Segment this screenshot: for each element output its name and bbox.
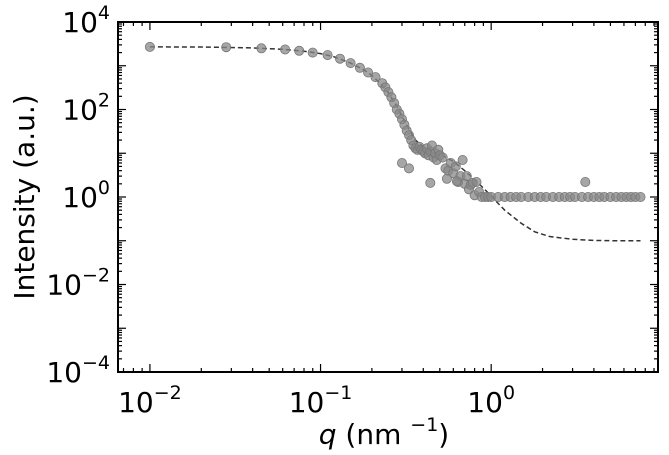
y-tick-base: 10	[46, 356, 82, 389]
x-axis-label-unit: (nm	[337, 418, 411, 451]
x-axis-label-var: q	[319, 418, 337, 451]
y-tick-label: 100	[62, 177, 110, 214]
fit-curve-layer	[149, 46, 641, 242]
x-tick-labels: 10−2 10−1 100	[118, 382, 515, 419]
data-point	[635, 191, 646, 202]
data-point	[441, 173, 452, 184]
y-tick-label: 10−4	[46, 352, 110, 389]
ticks-layer	[118, 21, 658, 373]
data-point	[437, 152, 448, 163]
data-point	[451, 176, 462, 187]
x-tick-exp: 0	[503, 382, 515, 404]
x-tick-exp: −2	[154, 382, 182, 404]
y-tick-exp: −2	[82, 265, 110, 287]
data-point	[363, 67, 374, 78]
data-point	[294, 45, 305, 56]
data-point	[307, 47, 318, 58]
x-tick-label: 10−1	[289, 382, 353, 419]
x-tick-exp: −1	[324, 382, 352, 404]
data-point	[450, 161, 461, 172]
y-tick-exp: 2	[98, 90, 110, 112]
data-point	[461, 171, 472, 182]
y-tick-label: 102	[62, 90, 110, 127]
fit-curve	[149, 46, 641, 242]
y-tick-base: 10	[62, 181, 98, 214]
x-axis-label-exp: −1	[410, 414, 438, 436]
data-point	[256, 43, 267, 54]
data-point	[345, 58, 356, 69]
x-tick-base: 10	[118, 386, 154, 419]
data-points-layer	[144, 41, 646, 202]
x-axis-label-close: )	[438, 418, 449, 451]
y-tick-exp: 0	[98, 177, 110, 199]
data-point	[221, 42, 232, 53]
data-point	[280, 44, 291, 55]
data-point	[471, 176, 482, 187]
data-point	[396, 157, 407, 168]
x-tick-base: 10	[289, 386, 325, 419]
y-tick-label: 10−2	[46, 265, 110, 302]
y-tick-base: 10	[62, 6, 98, 39]
data-point	[580, 176, 591, 187]
y-tick-exp: −4	[82, 352, 110, 374]
data-point	[457, 154, 468, 165]
x-axis-label: q (nm −1)	[319, 414, 449, 451]
x-tick-label: 100	[467, 382, 515, 419]
data-point	[425, 177, 436, 188]
data-point	[403, 163, 414, 174]
y-tick-label: 104	[62, 2, 110, 39]
data-point	[370, 72, 381, 83]
x-tick-label: 10−2	[118, 382, 182, 419]
y-tick-base: 10	[46, 269, 82, 302]
data-point	[334, 53, 345, 64]
y-axis-label: Intensity (a.u.)	[8, 94, 41, 299]
y-tick-base: 10	[62, 94, 98, 127]
data-point	[354, 62, 365, 73]
data-point	[322, 50, 333, 61]
y-tick-exp: 4	[98, 2, 110, 24]
x-tick-base: 10	[467, 386, 503, 419]
data-point	[144, 41, 155, 52]
